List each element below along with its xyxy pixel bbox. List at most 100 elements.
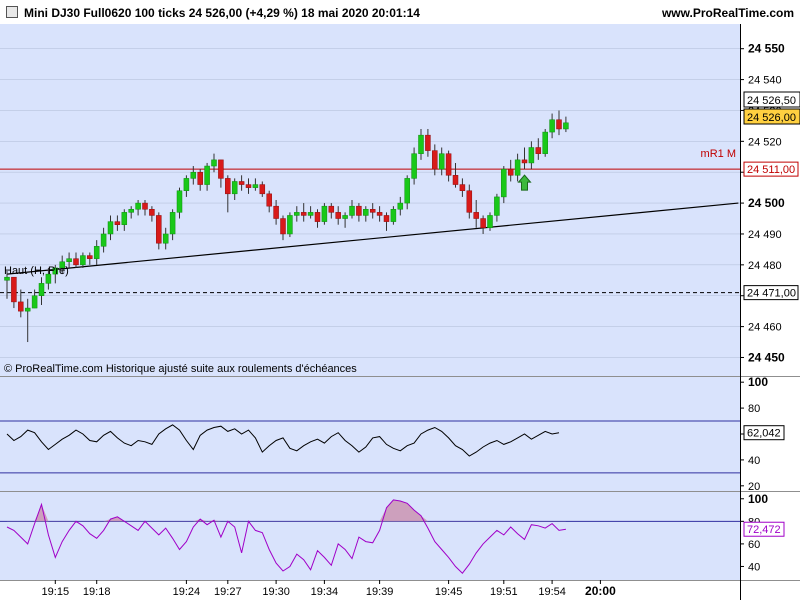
candle-body xyxy=(404,178,410,204)
osc2-tick-label: 100 xyxy=(748,492,768,506)
reference-badge-value: 24 471,00 xyxy=(747,288,796,300)
candle-body xyxy=(535,147,542,154)
candle-body xyxy=(514,159,521,176)
candle-body xyxy=(80,255,86,266)
candle-body xyxy=(52,267,59,275)
candle-body xyxy=(18,301,24,312)
candle-body xyxy=(563,122,569,130)
candle-body xyxy=(280,218,286,235)
osc2-line xyxy=(6,499,566,574)
candle-body xyxy=(549,119,555,133)
price-badge xyxy=(743,91,800,108)
time-tick-label: 19:27 xyxy=(214,586,242,598)
candle-body xyxy=(342,215,348,219)
time-tick-label: 19:45 xyxy=(435,586,463,598)
candle-body xyxy=(211,159,217,167)
osc1-tick-label: 40 xyxy=(748,455,760,467)
candle-body xyxy=(383,215,390,222)
candle-body xyxy=(397,202,404,210)
candle-body xyxy=(335,212,341,219)
candle-body xyxy=(542,131,548,154)
candle-body xyxy=(107,221,114,235)
candle-body xyxy=(473,212,479,219)
window-menu-icon[interactable] xyxy=(6,6,18,18)
time-tick-label: 19:51 xyxy=(490,586,518,598)
candle-body xyxy=(218,159,224,179)
candle-body xyxy=(114,221,121,225)
price-tick-label: 24 490 xyxy=(748,229,782,241)
candle-body xyxy=(356,205,362,216)
reference-badge xyxy=(743,161,799,177)
history-annotation: © ProRealTime.com Historique ajusté suit… xyxy=(4,363,357,375)
candle-body xyxy=(31,295,38,309)
candle-body xyxy=(432,150,438,170)
labels: 24 511,00 24 471,00 24 526,50 24 526,00 62,0… xyxy=(517,91,800,537)
candle-body xyxy=(487,215,493,229)
price-tick-label: 24 460 xyxy=(748,322,782,334)
candle-body xyxy=(501,168,507,198)
candles xyxy=(4,110,569,343)
candle-body xyxy=(183,178,190,191)
oscillator-1-plot xyxy=(6,424,560,457)
candle-body xyxy=(231,181,238,195)
candle-body xyxy=(252,184,259,188)
plot-backgrounds xyxy=(0,24,800,600)
candle-body xyxy=(169,212,176,235)
candle-body xyxy=(363,209,369,216)
candle-body xyxy=(128,209,134,213)
candle-body xyxy=(273,205,279,219)
candle-body xyxy=(300,212,307,216)
candle-body xyxy=(556,119,562,130)
price-tick-label: 24 520 xyxy=(748,136,782,148)
candle-body xyxy=(238,181,245,185)
osc1-line xyxy=(6,424,560,457)
time-tick-label: 19:24 xyxy=(173,586,201,598)
time-tick-label: 19:34 xyxy=(311,586,339,598)
candle-body xyxy=(452,175,459,185)
candle-body xyxy=(349,205,355,216)
candle-body xyxy=(176,190,183,213)
plot-bg-osc1 xyxy=(0,377,740,491)
osc1-tick-label: 100 xyxy=(748,375,768,389)
candle-body xyxy=(287,215,293,235)
candle-body xyxy=(369,209,376,213)
price-tick-label: 24 500 xyxy=(748,196,785,210)
candle-body xyxy=(225,178,231,195)
ref-label-haut: Haut (H, Pre) xyxy=(4,265,69,277)
chart-title: Mini DJ30 Full0620 100 ticks 24 526,00 (… xyxy=(24,6,420,20)
candle-body xyxy=(156,215,162,244)
candle-body xyxy=(294,212,300,216)
candle-body xyxy=(376,212,383,216)
site-url[interactable]: www.ProRealTime.com xyxy=(661,6,794,20)
candle-body xyxy=(466,190,473,213)
reference-badge xyxy=(743,285,799,301)
candle-body xyxy=(245,184,252,188)
candle-body xyxy=(425,134,431,151)
candle-body xyxy=(314,212,321,222)
osc1-badge xyxy=(743,425,785,441)
candle-body xyxy=(149,209,155,216)
candle-body xyxy=(390,209,397,222)
candle-body xyxy=(459,184,466,191)
candle-body xyxy=(190,171,197,179)
candle-body xyxy=(45,273,52,284)
candle-body xyxy=(307,212,314,216)
time-tick-label: 19:18 xyxy=(83,586,111,598)
candle-body xyxy=(445,153,452,176)
price-tick-label: 24 480 xyxy=(748,260,782,272)
candle-body xyxy=(59,261,65,269)
price-tick-label: 24 550 xyxy=(748,42,785,56)
candle-body xyxy=(11,276,17,303)
osc2-badge xyxy=(743,521,785,537)
candle-body xyxy=(121,212,128,225)
candle-body xyxy=(480,218,486,229)
time-tick-label: 19:15 xyxy=(42,586,70,598)
axis-bg-price xyxy=(740,24,800,376)
candle-body xyxy=(438,153,445,170)
candle-body xyxy=(66,258,72,263)
osc2-badge-value: 72,472 xyxy=(747,524,781,536)
osc2-tick-label: 40 xyxy=(748,561,760,573)
candle-body xyxy=(4,276,10,281)
time-tick-label: 19:30 xyxy=(262,586,290,598)
